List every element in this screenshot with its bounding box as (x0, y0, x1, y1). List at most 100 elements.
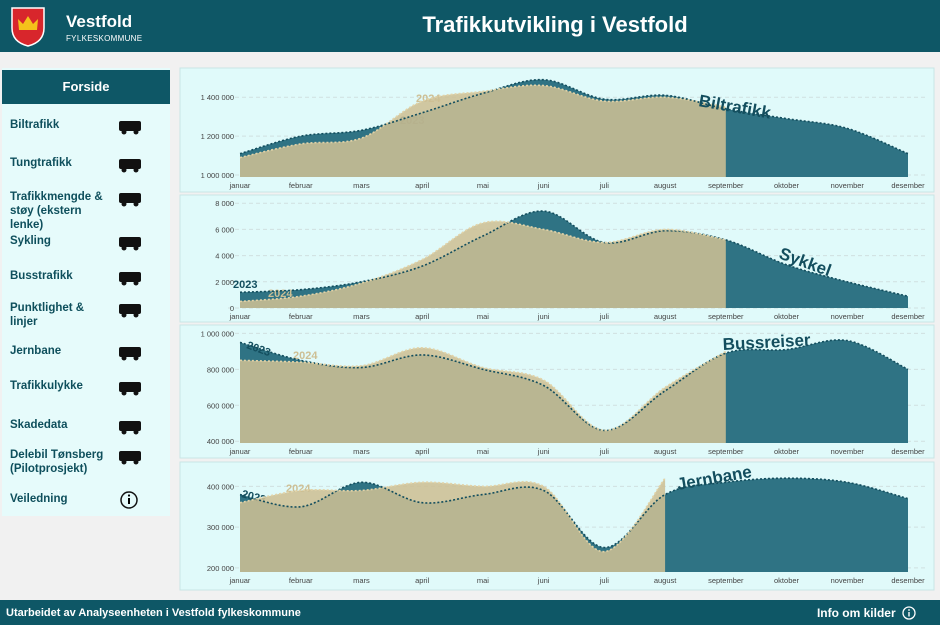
x-tick-label: juli (599, 576, 610, 585)
x-tick-label: november (831, 181, 865, 190)
x-tick-label: april (415, 312, 430, 321)
x-tick-label: august (654, 181, 677, 190)
series-line (239, 78, 909, 155)
nav-icon (120, 491, 138, 509)
x-tick-label: mars (353, 576, 370, 585)
x-tick-label: juni (537, 576, 550, 585)
x-tick-label: desember (891, 312, 925, 321)
nav-icon (119, 272, 141, 286)
x-tick-label: januar (229, 447, 251, 456)
nav-item[interactable]: Punktlighet & linjer (10, 302, 85, 328)
nav-icon (119, 121, 141, 135)
y-tick-label: 300 000 (207, 523, 234, 532)
x-tick-label: oktober (774, 312, 800, 321)
y-tick-label: 1 200 000 (201, 132, 234, 141)
x-tick-label: mai (477, 576, 489, 585)
x-tick-label: oktober (774, 181, 800, 190)
x-tick-label: januar (229, 181, 251, 190)
nav-icon (119, 193, 141, 207)
x-tick-label: april (415, 576, 430, 585)
nav-icon (119, 382, 141, 396)
x-tick-label: mai (477, 312, 489, 321)
series-line (239, 210, 909, 297)
nav-icon (119, 421, 141, 435)
nav-item[interactable]: Jernbane (10, 345, 62, 357)
x-tick-label: november (831, 312, 865, 321)
series-area (240, 347, 726, 443)
x-tick-label: september (708, 447, 744, 456)
y-tick-label: 1 000 000 (201, 329, 234, 338)
x-tick-label: juli (599, 447, 610, 456)
x-tick-label: desember (891, 181, 925, 190)
series-line (239, 346, 727, 432)
page-title: Trafikkutvikling i Vestfold (422, 12, 688, 37)
y-tick-label: 2 000 (215, 278, 234, 287)
chart: 200 000 300 000 400 000 januar februar mars ap… (179, 461, 935, 591)
y-tick-label: 400 000 (207, 482, 234, 491)
x-tick-label: september (708, 312, 744, 321)
chart: 400 000 600 000 800 000 1 000 000 januar febr… (179, 324, 935, 459)
y-tick-label: 4 000 (215, 252, 234, 261)
x-tick-label: mai (477, 447, 489, 456)
nav-icon (119, 304, 141, 318)
series-line (239, 84, 726, 159)
nav-item[interactable]: Delebil Tønsberg (Pilotprosjekt) (10, 449, 104, 475)
nav-item[interactable]: Tungtrafikk (10, 157, 72, 169)
chart: 0 2 000 4 000 6 000 8 000 januar februar mars ap… (179, 194, 935, 323)
x-tick-label: september (708, 576, 744, 585)
nav-home[interactable]: Forside (2, 70, 170, 104)
x-tick-label: august (654, 447, 677, 456)
x-tick-label: februar (289, 576, 313, 585)
sidebar: Forside Biltrafikk Tungtrafikk Trafikkmeng… (2, 68, 170, 516)
nav-item[interactable]: Trafikkmengde & støy (ekstern lenke) (10, 191, 103, 231)
nav-item[interactable]: Skadedata (10, 419, 68, 431)
nav-item[interactable]: Busstrafikk (10, 270, 73, 282)
nav-icon (119, 347, 141, 361)
x-tick-label: september (708, 181, 744, 190)
x-tick-label: august (654, 576, 677, 585)
series-label: 2024 (293, 350, 318, 362)
x-tick-label: oktober (774, 447, 800, 456)
series-line (239, 339, 909, 432)
y-tick-label: 1 400 000 (201, 93, 234, 102)
info-text: Info om kilder (816, 606, 896, 620)
x-tick-label: oktober (774, 576, 800, 585)
nav-item[interactable]: Biltrafikk (10, 119, 60, 131)
x-tick-label: juni (537, 447, 550, 456)
subbrand: FYLKESKOMMUNE (66, 34, 143, 43)
x-tick-label: august (654, 312, 677, 321)
series-area (240, 85, 726, 177)
x-tick-label: november (831, 576, 865, 585)
x-tick-label: april (415, 181, 430, 190)
nav-item[interactable]: Sykling (10, 235, 51, 247)
y-tick-label: 8 000 (215, 199, 234, 208)
brand: Vestfold (66, 12, 133, 31)
x-tick-label: januar (229, 576, 251, 585)
credit: Utarbeidet av Analyseenheten i Vestfold … (6, 607, 301, 619)
x-tick-label: november (831, 447, 865, 456)
x-tick-label: desember (891, 447, 925, 456)
x-tick-label: april (415, 447, 430, 456)
header: Vestfold FYLKESKOMMUNE Trafikkutvikling … (0, 0, 940, 52)
x-tick-label: mars (353, 312, 370, 321)
nav-icon (119, 451, 141, 465)
chart: 1 000 000 1 200 000 1 400 000 januar februar… (179, 67, 935, 193)
y-tick-label: 0 (230, 304, 234, 313)
x-tick-label: juli (599, 312, 610, 321)
x-tick-label: mai (477, 181, 489, 190)
info-link[interactable]: Info om kilder (817, 606, 916, 620)
charts: 1 000 000 1 200 000 1 400 000 januar februar… (179, 67, 935, 591)
x-tick-label: desember (891, 576, 925, 585)
y-tick-label: 200 000 (207, 564, 234, 573)
x-tick-label: juni (537, 181, 550, 190)
x-tick-label: februar (289, 312, 313, 321)
x-tick-label: mars (353, 181, 370, 190)
x-tick-label: juni (537, 312, 550, 321)
nav-item[interactable]: Trafikkulykke (10, 380, 83, 392)
x-tick-label: februar (289, 181, 313, 190)
info-icon (902, 606, 916, 620)
x-tick-label: februar (289, 447, 313, 456)
y-tick-label: 600 000 (207, 401, 234, 410)
nav-item[interactable]: Veiledning (10, 493, 68, 505)
